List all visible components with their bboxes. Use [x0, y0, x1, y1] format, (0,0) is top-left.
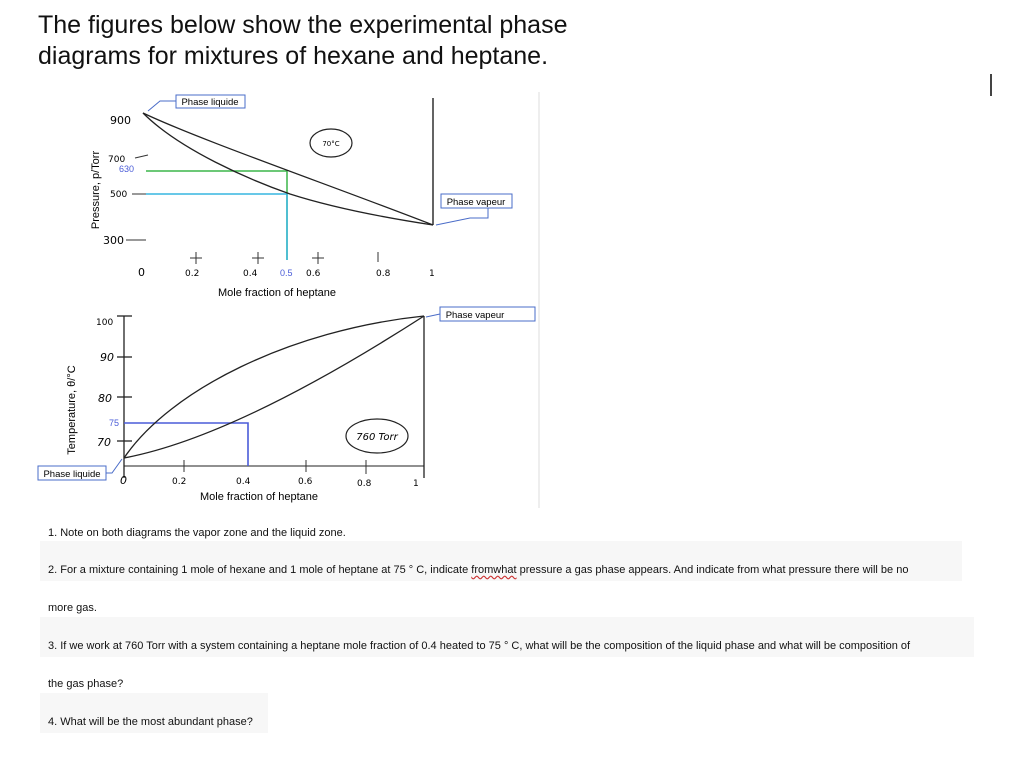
temperature-liquid-label: Phase liquide: [43, 469, 100, 480]
t-xtick-0.2: 0.2: [172, 477, 186, 487]
t-tick-75: 75: [109, 418, 119, 428]
temperature-vapor-curve: [123, 315, 425, 459]
p-xtick-0.5: 0.5: [280, 268, 293, 278]
question-2-part-a: 2. For a mixture containing 1 mole of he…: [48, 564, 472, 576]
temperature-diagram: Temperature, θ/°C 100 90 80 75 70 760 To…: [37, 306, 536, 503]
blue-guide-75: [124, 422, 249, 466]
temperature-liquid-curve: [123, 315, 425, 459]
p-tick-630: 630: [119, 164, 134, 174]
question-3-continued: the gas phase?: [48, 678, 124, 690]
temperature-y-axis-label: Temperature, θ/°C: [66, 365, 78, 454]
title-line-2: diagrams for mixtures of hexane and hept…: [38, 42, 549, 70]
t-tick-80: 80: [98, 392, 112, 405]
pressure-vapor-label-box: [440, 193, 513, 209]
t-xtick-1: 1: [413, 479, 419, 489]
p-tick-900: 900: [110, 114, 131, 127]
pressure-vapor-curve: [142, 112, 434, 226]
question-3-shade: [40, 617, 974, 657]
p-tick-300: 300: [103, 234, 124, 247]
pressure-temp-note: 70°C: [322, 140, 339, 148]
t-tick-90: 90: [100, 351, 114, 364]
p-xtick-0.6: 0.6: [306, 269, 321, 279]
p-tick-500: 500: [110, 190, 127, 200]
pressure-liquid-label: Phase liquide: [181, 97, 238, 108]
temperature-liquid-arrow: [106, 458, 123, 474]
question-2-shade: [40, 541, 962, 581]
temperature-pressure-note: 760 Torr: [356, 432, 398, 443]
temperature-vapor-label: Phase vapeur: [446, 310, 505, 321]
text-cursor: [990, 74, 992, 96]
question-2-part-c: pressure a gas phase appears. And indica…: [516, 564, 909, 576]
temperature-vapor-arrow: [425, 313, 441, 318]
t-xtick-0.8: 0.8: [357, 479, 372, 489]
t-xtick-0.4: 0.4: [236, 477, 251, 487]
p-xtick-1: 1: [429, 269, 435, 279]
question-2-misspelled-word: fromwhat: [471, 564, 517, 576]
t-xtick-0: 0: [120, 474, 127, 487]
question-4: 4. What will be the most abundant phase?: [48, 716, 253, 728]
page-title: The figures below show the experimental …: [38, 10, 638, 72]
pressure-vapor-arrow: [435, 208, 489, 226]
pressure-liquid-curve: [142, 112, 434, 226]
t-xtick-0.6: 0.6: [298, 477, 313, 487]
question-2: 2. For a mixture containing 1 mole of he…: [48, 564, 908, 576]
pressure-diagram: Pressure, p/Torr 900 700 630 500 300 70°…: [90, 94, 513, 299]
pressure-vapor-label: Phase vapeur: [447, 197, 506, 208]
pressure-x-axis-label: Mole fraction of heptane: [218, 287, 336, 299]
p-xtick-0.2: 0.2: [185, 269, 199, 279]
question-4-shade: [40, 693, 268, 733]
t-tick-100: 100: [96, 318, 113, 328]
t-tick-70: 70: [97, 436, 111, 449]
pressure-temp-note-circle: [309, 128, 353, 158]
p-xtick-0: 0: [138, 266, 145, 279]
p-tick-700: 700: [108, 155, 125, 165]
p-xtick-0.4: 0.4: [243, 269, 258, 279]
question-2-continued: more gas.: [48, 602, 97, 614]
question-1: 1. Note on both diagrams the vapor zone …: [48, 527, 346, 539]
temperature-pressure-note-circle: [345, 418, 409, 454]
temperature-x-axis-label: Mole fraction of heptane: [200, 491, 318, 503]
question-3: 3. If we work at 760 Torr with a system …: [48, 640, 911, 652]
title-line-1: The figures below show the experimental …: [38, 11, 568, 39]
pressure-liquid-arrow: [147, 100, 176, 112]
p-xtick-0.8: 0.8: [376, 269, 391, 279]
phase-diagrams-figure: Pressure, p/Torr 900 700 630 500 300 70°…: [37, 92, 540, 508]
pressure-y-axis-label: Pressure, p/Torr: [90, 151, 102, 230]
